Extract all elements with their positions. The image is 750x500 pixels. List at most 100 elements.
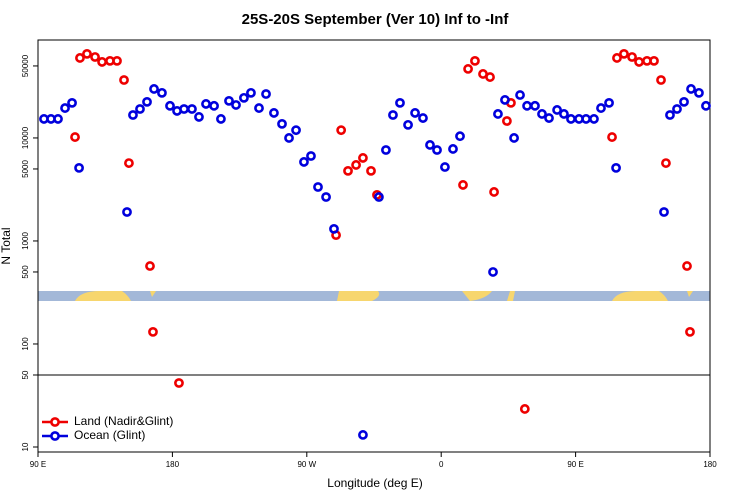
data-point <box>388 110 398 120</box>
data-point <box>60 103 70 113</box>
data-point <box>665 110 675 120</box>
data-point <box>500 95 510 105</box>
data-point <box>659 207 669 217</box>
data-point <box>649 55 659 66</box>
data-point <box>148 326 158 337</box>
data-point <box>246 87 256 98</box>
data-point <box>97 57 107 67</box>
data-point <box>552 105 562 115</box>
land-shape <box>462 291 492 301</box>
data-point <box>530 100 540 111</box>
data-point <box>694 87 704 98</box>
data-point <box>589 114 599 124</box>
data-point <box>410 108 420 118</box>
data-point <box>119 75 129 85</box>
data-point <box>559 109 569 119</box>
x-axis-label: Longitude (deg E) <box>327 476 422 490</box>
data-point <box>122 207 132 217</box>
data-point <box>656 75 666 85</box>
data-point <box>672 104 682 114</box>
data-point <box>537 109 547 119</box>
land-shape <box>150 291 156 297</box>
data-point <box>231 100 241 110</box>
data-point <box>135 104 145 114</box>
data-point <box>284 133 294 143</box>
data-point <box>627 52 637 62</box>
data-point <box>612 53 622 63</box>
data-point <box>679 96 689 107</box>
data-point <box>269 108 279 118</box>
data-point <box>90 52 100 62</box>
data-point <box>502 116 512 126</box>
data-point <box>607 132 617 142</box>
legend-marker <box>50 417 60 427</box>
data-point <box>187 104 197 114</box>
data-point <box>343 165 353 176</box>
data-point <box>254 103 264 113</box>
data-point <box>82 48 92 59</box>
data-point <box>351 160 361 170</box>
data-point <box>277 118 287 129</box>
data-point <box>544 113 554 123</box>
data-point <box>201 99 211 109</box>
data-point <box>455 131 465 142</box>
data-point <box>358 430 368 440</box>
y-tick-label: 1000 <box>21 232 30 250</box>
y-tick-label: 10 <box>21 442 30 451</box>
data-point <box>157 87 167 98</box>
data-point <box>194 112 204 122</box>
data-point <box>70 132 80 142</box>
x-tick-label: 90 E <box>30 460 46 469</box>
data-point <box>634 57 644 67</box>
data-point <box>395 97 405 108</box>
data-point <box>149 84 159 94</box>
land-shape <box>612 291 668 301</box>
data-point <box>418 113 428 123</box>
data-point <box>701 100 711 111</box>
data-point <box>224 95 234 106</box>
data-point <box>374 192 384 202</box>
data-point <box>611 162 621 173</box>
data-point <box>381 145 391 155</box>
x-tick-label: 90 W <box>297 460 316 469</box>
data-point <box>366 165 376 176</box>
data-point <box>209 100 219 111</box>
data-point <box>522 100 532 111</box>
x-tick-label: 90 E <box>567 460 583 469</box>
data-point <box>661 158 671 168</box>
data-point <box>239 92 249 103</box>
data-point <box>440 162 450 172</box>
legend-label: Land (Nadir&Glint) <box>74 414 173 428</box>
data-point <box>299 157 309 167</box>
legend-label: Ocean (Glint) <box>74 428 145 442</box>
data-point <box>493 109 503 119</box>
data-point <box>685 326 695 337</box>
y-tick-label: 100 <box>21 337 30 351</box>
data-point <box>124 158 134 168</box>
y-tick-label: 50000 <box>21 54 30 77</box>
chart-title: 25S-20S September (Ver 10) Inf to -Inf <box>242 11 510 28</box>
data-point <box>261 89 271 99</box>
data-point <box>336 125 347 136</box>
y-tick-label: 500 <box>21 265 30 279</box>
data-point <box>145 261 155 271</box>
land-shape <box>75 291 131 301</box>
legend-marker <box>50 431 60 441</box>
data-point <box>519 404 530 414</box>
data-point <box>458 180 468 190</box>
data-point <box>306 151 316 161</box>
data-point <box>463 64 473 74</box>
data-point <box>179 104 189 114</box>
data-point <box>509 133 519 143</box>
data-point <box>329 223 339 234</box>
data-point <box>619 48 629 59</box>
data-point <box>74 162 84 173</box>
data-point <box>682 261 692 271</box>
data-point <box>581 114 591 124</box>
data-point <box>432 145 442 155</box>
data-point <box>174 378 184 388</box>
data-point <box>165 100 175 111</box>
x-tick-label: 180 <box>703 460 717 469</box>
land-shape <box>507 291 515 301</box>
